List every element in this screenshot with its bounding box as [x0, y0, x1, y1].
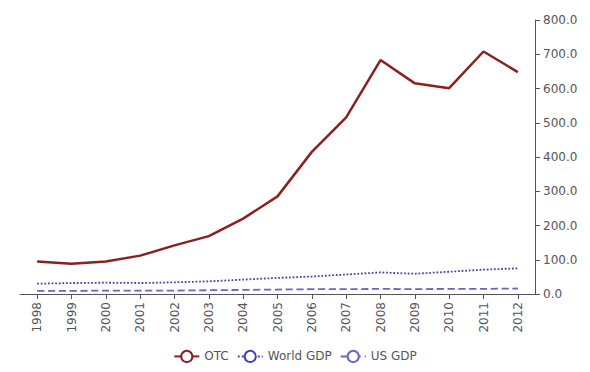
svg-text:2000: 2000 — [99, 302, 113, 333]
svg-text:400.0: 400.0 — [543, 150, 577, 164]
svg-text:2010: 2010 — [442, 302, 456, 333]
svg-text:2012: 2012 — [511, 302, 525, 333]
svg-text:100.0: 100.0 — [543, 253, 577, 267]
svg-text:2004: 2004 — [236, 302, 250, 333]
svg-text:2006: 2006 — [305, 302, 319, 333]
svg-text:500.0: 500.0 — [543, 116, 577, 130]
svg-text:2002: 2002 — [168, 302, 182, 333]
svg-text:800.0: 800.0 — [543, 13, 577, 27]
svg-text:2001: 2001 — [133, 302, 147, 333]
svg-text:600.0: 600.0 — [543, 82, 577, 96]
svg-text:2005: 2005 — [271, 302, 285, 333]
svg-text:US GDP: US GDP — [371, 349, 417, 363]
svg-text:2008: 2008 — [374, 302, 388, 333]
svg-text:OTC: OTC — [204, 349, 228, 363]
svg-text:0.0: 0.0 — [543, 287, 562, 301]
svg-text:200.0: 200.0 — [543, 219, 577, 233]
svg-text:2011: 2011 — [477, 302, 491, 333]
svg-text:1999: 1999 — [65, 302, 79, 333]
svg-text:2007: 2007 — [339, 302, 353, 333]
svg-text:World GDP: World GDP — [268, 349, 332, 363]
svg-text:2009: 2009 — [408, 302, 422, 333]
svg-text:2003: 2003 — [202, 302, 216, 333]
svg-text:700.0: 700.0 — [543, 47, 577, 61]
svg-text:300.0: 300.0 — [543, 184, 577, 198]
svg-text:1998: 1998 — [30, 302, 44, 333]
